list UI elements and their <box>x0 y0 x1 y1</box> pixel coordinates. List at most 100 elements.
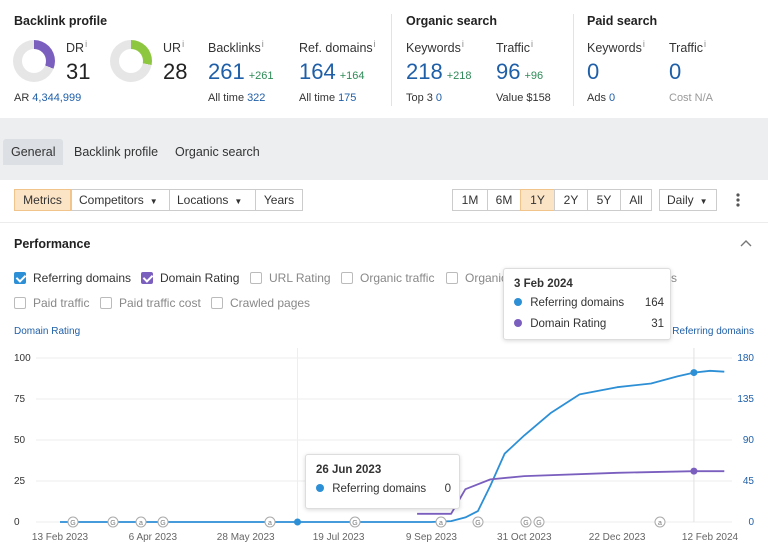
interval-dropdown[interactable]: Daily ▼ <box>659 189 717 211</box>
referring-domains-checkbox[interactable] <box>14 272 26 284</box>
backlinks-label[interactable]: Backlinksi <box>208 39 264 56</box>
annotation-marker-circle <box>520 516 532 528</box>
info-icon[interactable]: i <box>642 39 645 49</box>
right-axis-title: Referring domains <box>672 326 754 337</box>
ref-domains-label[interactable]: Ref. domainsi <box>299 39 376 56</box>
tab-backlink-profile[interactable]: Backlink profile <box>74 145 159 159</box>
paid-traffic-cost-label[interactable]: Paid traffic cost <box>119 296 201 310</box>
url-rating-label[interactable]: URL Rating <box>269 271 331 285</box>
crawled-pages-checkbox[interactable] <box>211 297 223 309</box>
annotation-marker[interactable]: G <box>67 516 79 528</box>
organic-traffic-label[interactable]: Organic traffic <box>360 271 435 285</box>
paid-keywords-label[interactable]: Keywordsi <box>587 39 645 56</box>
metrics-button[interactable]: Metrics <box>14 189 71 211</box>
ref-domains-sub: All time 175 <box>299 92 357 104</box>
annotation-marker-circle <box>349 516 361 528</box>
annotation-marker[interactable]: G <box>107 516 119 528</box>
ref-domains-value-row: 164 +164 <box>299 59 365 85</box>
backlinks-value-row: 261 +261 <box>208 59 274 85</box>
paid-traffic-label[interactable]: Paid traffic <box>33 296 90 310</box>
tooltip-date: 26 Jun 2023 <box>316 464 382 476</box>
competitors-dropdown[interactable]: Competitors ▼ <box>71 189 170 211</box>
organic-keywords-label[interactable]: Keywordsi <box>406 39 464 56</box>
referring-domains-label[interactable]: Referring domains <box>33 271 132 285</box>
paid-keywords-sub: Ads 0 <box>587 92 616 104</box>
x-tick-label: 28 May 2023 <box>217 532 275 543</box>
url-rating-checkbox[interactable] <box>250 272 262 284</box>
annotation-marker[interactable]: G <box>157 516 169 528</box>
annotation-marker[interactable]: G <box>520 516 532 528</box>
range-all-button[interactable]: All <box>620 189 652 211</box>
left-tick-label: 100 <box>14 353 31 364</box>
years-button[interactable]: Years <box>255 189 303 211</box>
organic-checkbox[interactable] <box>446 272 458 284</box>
paid-keywords-value[interactable]: 0 <box>587 59 600 84</box>
locations-dropdown[interactable]: Locations ▼ <box>169 189 256 211</box>
info-icon[interactable]: i <box>373 39 376 49</box>
annotation-marker-label: G <box>475 520 480 527</box>
annotation-marker[interactable]: G <box>472 516 484 528</box>
annotation-marker-circle <box>533 516 545 528</box>
tab-organic-search[interactable]: Organic search <box>175 145 260 159</box>
ur-label[interactable]: URi <box>163 39 185 56</box>
domain-rating-checkbox[interactable] <box>141 272 153 284</box>
chevron-up-icon[interactable] <box>739 237 753 249</box>
x-tick-label: 6 Apr 2023 <box>129 532 178 543</box>
paid-traffic-value[interactable]: 0 <box>669 59 682 84</box>
organic-keywords-value-row: 218 +218 <box>406 59 472 84</box>
annotation-marker-circle <box>435 516 447 528</box>
organic-search-title: Organic search <box>406 14 498 28</box>
range-2y-button[interactable]: 2Y <box>554 189 588 211</box>
annotation-marker-circle <box>654 516 666 528</box>
backlinks-sub: All time 322 <box>208 92 266 104</box>
paid-traffic-label[interactable]: Traffici <box>669 39 707 56</box>
organic-label[interactable]: Organic <box>465 271 508 285</box>
right-tick-label: 90 <box>743 435 755 446</box>
annotation-marker-label: G <box>523 520 528 527</box>
range-6m-button[interactable]: 6M <box>487 189 521 211</box>
annotation-marker[interactable]: G <box>533 516 545 528</box>
backlinks-delta: +261 <box>248 70 274 82</box>
info-icon[interactable]: i <box>261 39 264 49</box>
annotation-marker[interactable]: a <box>654 516 666 528</box>
info-icon[interactable]: i <box>704 39 707 49</box>
series-line-domain-rating <box>417 470 725 515</box>
ref-domains-value[interactable]: 164 <box>299 59 336 84</box>
annotation-marker[interactable]: a <box>435 516 447 528</box>
annotation-marker[interactable]: a <box>264 516 276 528</box>
left-tick-label: 50 <box>14 435 26 446</box>
organic-keywords-value[interactable]: 218 <box>406 59 443 84</box>
hidden-checkbox-label[interactable]: s <box>671 271 677 285</box>
paid-traffic-cost-checkbox[interactable] <box>100 297 112 309</box>
info-icon[interactable]: i <box>182 39 185 49</box>
crawled-pages-label[interactable]: Crawled pages <box>230 296 311 310</box>
organic-traffic-value[interactable]: 96 <box>496 59 521 84</box>
paid-traffic-checkbox[interactable] <box>14 297 26 309</box>
annotation-marker[interactable]: G <box>349 516 361 528</box>
paid-search-title: Paid search <box>587 14 658 28</box>
range-1m-button[interactable]: 1M <box>452 189 488 211</box>
backlinks-value[interactable]: 261 <box>208 59 245 84</box>
range-5y-button[interactable]: 5Y <box>587 189 621 211</box>
right-tick-label: 135 <box>737 394 754 405</box>
left-axis-title: Domain Rating <box>14 326 80 337</box>
dr-label[interactable]: DRi <box>66 39 88 56</box>
tooltip-row: Referring domains 164 <box>514 297 664 309</box>
organic-traffic-checkbox[interactable] <box>341 272 353 284</box>
domain-rating-label[interactable]: Domain Rating <box>160 271 240 285</box>
performance-chart[interactable]: Domain Rating Referring domains 100 75 50 25 0… <box>0 318 768 554</box>
annotation-marker-label: G <box>352 520 357 527</box>
series-dot-icon <box>316 484 324 492</box>
x-tick-label: 22 Dec 2023 <box>589 532 646 543</box>
tooltip-secondary: 26 Jun 2023 Referring domains 0 <box>305 454 460 509</box>
annotation-marker[interactable]: a <box>135 516 147 528</box>
tab-general[interactable]: General <box>3 139 64 165</box>
divider <box>573 14 574 106</box>
organic-traffic-label[interactable]: Traffici <box>496 39 534 56</box>
info-icon[interactable]: i <box>531 39 534 49</box>
info-icon[interactable]: i <box>85 39 88 49</box>
range-1y-button[interactable]: 1Y <box>520 189 555 211</box>
info-icon[interactable]: i <box>461 39 464 49</box>
ar-value[interactable]: 4,344,999 <box>32 92 82 104</box>
kebab-icon[interactable] <box>733 191 743 209</box>
